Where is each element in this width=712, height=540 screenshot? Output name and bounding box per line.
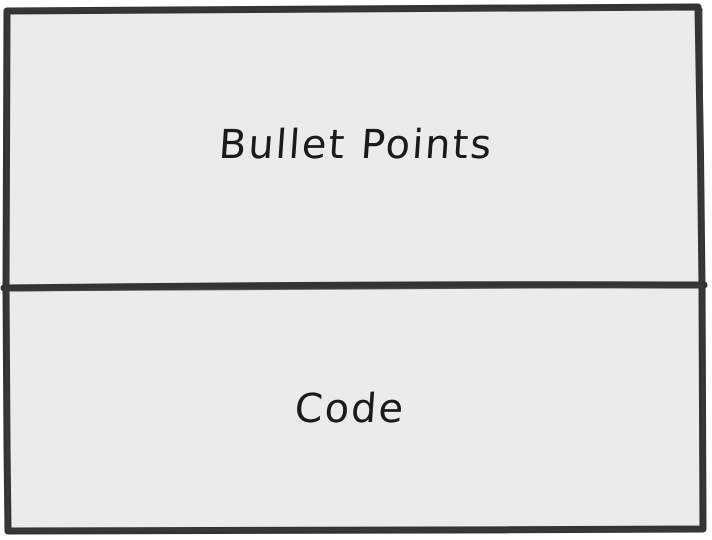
code-label: Code xyxy=(293,386,407,432)
top-panel xyxy=(6,8,702,288)
bottom-panel xyxy=(6,286,704,531)
bullet-points-label: Bullet Points xyxy=(217,122,495,168)
outer-border-overdraw xyxy=(5,7,706,532)
panel-divider-overdraw xyxy=(4,284,704,292)
panel-divider xyxy=(0,281,708,292)
corner-tick xyxy=(677,4,703,13)
